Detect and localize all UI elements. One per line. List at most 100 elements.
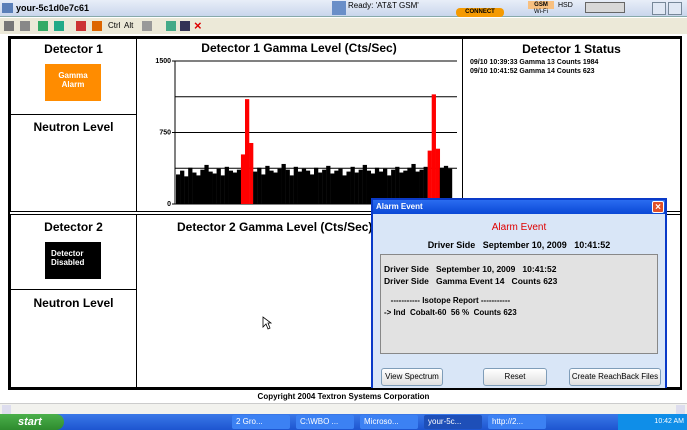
bar — [221, 175, 225, 204]
task-item[interactable]: http://2... — [488, 415, 546, 429]
bar — [294, 167, 298, 204]
wifi-label: Wi-Fi — [528, 9, 554, 15]
window-title: your-5c1d0e7c61 — [16, 3, 89, 13]
network-icon — [332, 1, 346, 15]
bar — [245, 99, 249, 204]
neutron-panel: Neutron Level — [10, 289, 137, 388]
minimize-button[interactable] — [652, 2, 666, 15]
start-button[interactable]: start — [0, 414, 64, 430]
bar — [306, 171, 310, 204]
bar — [334, 171, 338, 204]
bar — [261, 174, 265, 204]
bar — [213, 173, 217, 204]
maximize-button[interactable] — [668, 2, 682, 15]
bar — [265, 166, 269, 204]
y-tick-label: 750 — [159, 129, 171, 136]
bar — [249, 143, 253, 204]
scroll-right[interactable] — [676, 405, 685, 414]
bar — [436, 149, 440, 204]
bar — [346, 172, 350, 204]
task-item[interactable]: C:\WBO ... — [296, 415, 354, 429]
dialog-close[interactable]: × — [652, 201, 664, 213]
mouse-cursor — [262, 316, 272, 330]
task-item[interactable]: your-5c... — [424, 415, 482, 429]
report-box: Driver Side September 10, 2009 10:41:52 … — [380, 254, 658, 354]
bar — [237, 170, 241, 204]
chart-panel: Detector 1 Gamma Level (Cts/Sec) 0 750 150… — [136, 38, 463, 212]
scrollbar[interactable] — [0, 403, 687, 414]
detector-title: Detector 2 — [11, 220, 136, 234]
bar — [322, 170, 326, 204]
neutron-panel: Neutron Level — [10, 114, 137, 212]
bar — [290, 175, 294, 204]
status-text: Ready: 'AT&T GSM' — [348, 1, 419, 10]
task-item[interactable]: Microso... — [360, 415, 418, 429]
dialog-subheading: Driver Side September 10, 2009 10:41:52 — [373, 240, 665, 250]
tool-icon[interactable] — [38, 21, 48, 31]
disabled-line: Disabled — [51, 258, 101, 267]
bar — [273, 173, 277, 204]
bar — [302, 169, 306, 204]
tool-icon[interactable] — [92, 21, 102, 31]
bar — [196, 175, 200, 204]
report-line: Driver Side Gamma Event 14 Counts 623 — [384, 276, 557, 286]
bar — [180, 171, 184, 204]
chart-title: Detector 1 Gamma Level (Cts/Sec) — [201, 41, 396, 55]
status-line: 09/10 10:41:52 Gamma 14 Counts 623 — [470, 68, 595, 75]
tool-icon[interactable] — [76, 21, 86, 31]
bar — [428, 151, 432, 204]
bar — [338, 169, 342, 204]
bar — [351, 167, 355, 204]
bar — [233, 173, 237, 204]
disabled-line: Detector — [51, 249, 101, 258]
status-panel: Detector 1 Status 09/10 10:39:33 Gamma 1… — [462, 38, 681, 212]
reachback-button[interactable]: Create ReachBack Files — [569, 368, 661, 386]
mini-controls[interactable] — [585, 2, 625, 13]
scroll-left[interactable] — [2, 405, 11, 414]
close-icon[interactable]: × — [194, 18, 202, 33]
bar — [314, 168, 318, 204]
y-tick-label: 1500 — [155, 58, 171, 65]
dialog-title: Alarm Event — [373, 200, 665, 214]
bar — [359, 170, 363, 204]
report-line: Driver Side September 10, 2009 10:41:52 — [384, 264, 556, 274]
bar — [192, 173, 196, 204]
bar — [286, 170, 290, 204]
bar — [208, 172, 212, 204]
copyright: Copyright 2004 Textron Systems Corporati… — [0, 392, 687, 401]
detector-panel: Detector 2 Detector Disabled — [10, 214, 137, 290]
bar — [330, 173, 334, 204]
reset-button[interactable]: Reset — [483, 368, 547, 386]
bar — [326, 166, 330, 204]
view-spectrum-button[interactable]: View Spectrum — [381, 368, 443, 386]
toolbar: Ctrl Alt × — [0, 18, 687, 34]
hsd-label: HSD — [558, 2, 573, 9]
alarm-line: Alarm — [45, 80, 101, 89]
task-item[interactable]: 2 Gro... — [232, 415, 290, 429]
y-tick-label: 0 — [167, 201, 171, 208]
tool-icon[interactable] — [20, 21, 30, 31]
bar — [342, 175, 346, 204]
tool-icon[interactable] — [180, 21, 190, 31]
neutron-label: Neutron Level — [11, 296, 136, 310]
ctrl-key[interactable]: Ctrl — [108, 21, 120, 30]
tool-icon[interactable] — [54, 21, 64, 31]
bar — [188, 168, 192, 204]
title-bar: your-5c1d0e7c61 Ready: 'AT&T GSM' CONNEC… — [0, 0, 687, 17]
gamma-chart: Detector 1 Gamma Level (Cts/Sec) 0 750 150… — [137, 39, 462, 211]
status-title: Detector 1 Status — [463, 42, 680, 56]
gsm-label: GSM — [528, 1, 554, 9]
connect-button[interactable]: CONNECT — [456, 8, 504, 17]
bar — [363, 165, 367, 204]
bar — [318, 173, 322, 204]
status-line: 09/10 10:39:33 Gamma 13 Counts 1984 — [470, 59, 598, 66]
bar — [355, 173, 359, 204]
tool-icon[interactable] — [142, 21, 152, 31]
bar — [204, 165, 208, 204]
tool-icon[interactable] — [166, 21, 176, 31]
tool-icon[interactable] — [4, 21, 14, 31]
bar — [432, 94, 436, 204]
bar — [225, 167, 229, 204]
detector-panel: Detector 1 Gamma Alarm — [10, 38, 137, 115]
alt-key[interactable]: Alt — [124, 21, 133, 30]
